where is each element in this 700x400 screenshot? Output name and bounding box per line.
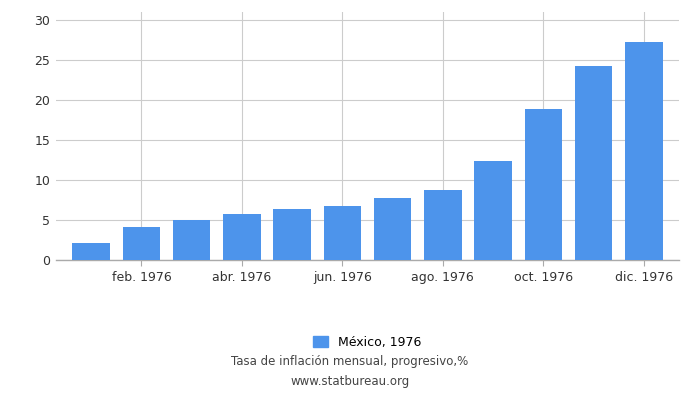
Bar — [475, 161, 512, 260]
Bar — [122, 227, 160, 260]
Bar — [223, 214, 260, 260]
Legend: México, 1976: México, 1976 — [314, 336, 421, 349]
Bar — [72, 243, 110, 260]
Bar — [424, 190, 462, 260]
Bar — [625, 42, 663, 260]
Text: www.statbureau.org: www.statbureau.org — [290, 376, 410, 388]
Bar — [173, 220, 211, 260]
Text: Tasa de inflación mensual, progresivo,%: Tasa de inflación mensual, progresivo,% — [232, 356, 468, 368]
Bar — [323, 206, 361, 260]
Bar — [524, 109, 562, 260]
Bar — [273, 209, 311, 260]
Bar — [575, 66, 612, 260]
Bar — [374, 198, 412, 260]
